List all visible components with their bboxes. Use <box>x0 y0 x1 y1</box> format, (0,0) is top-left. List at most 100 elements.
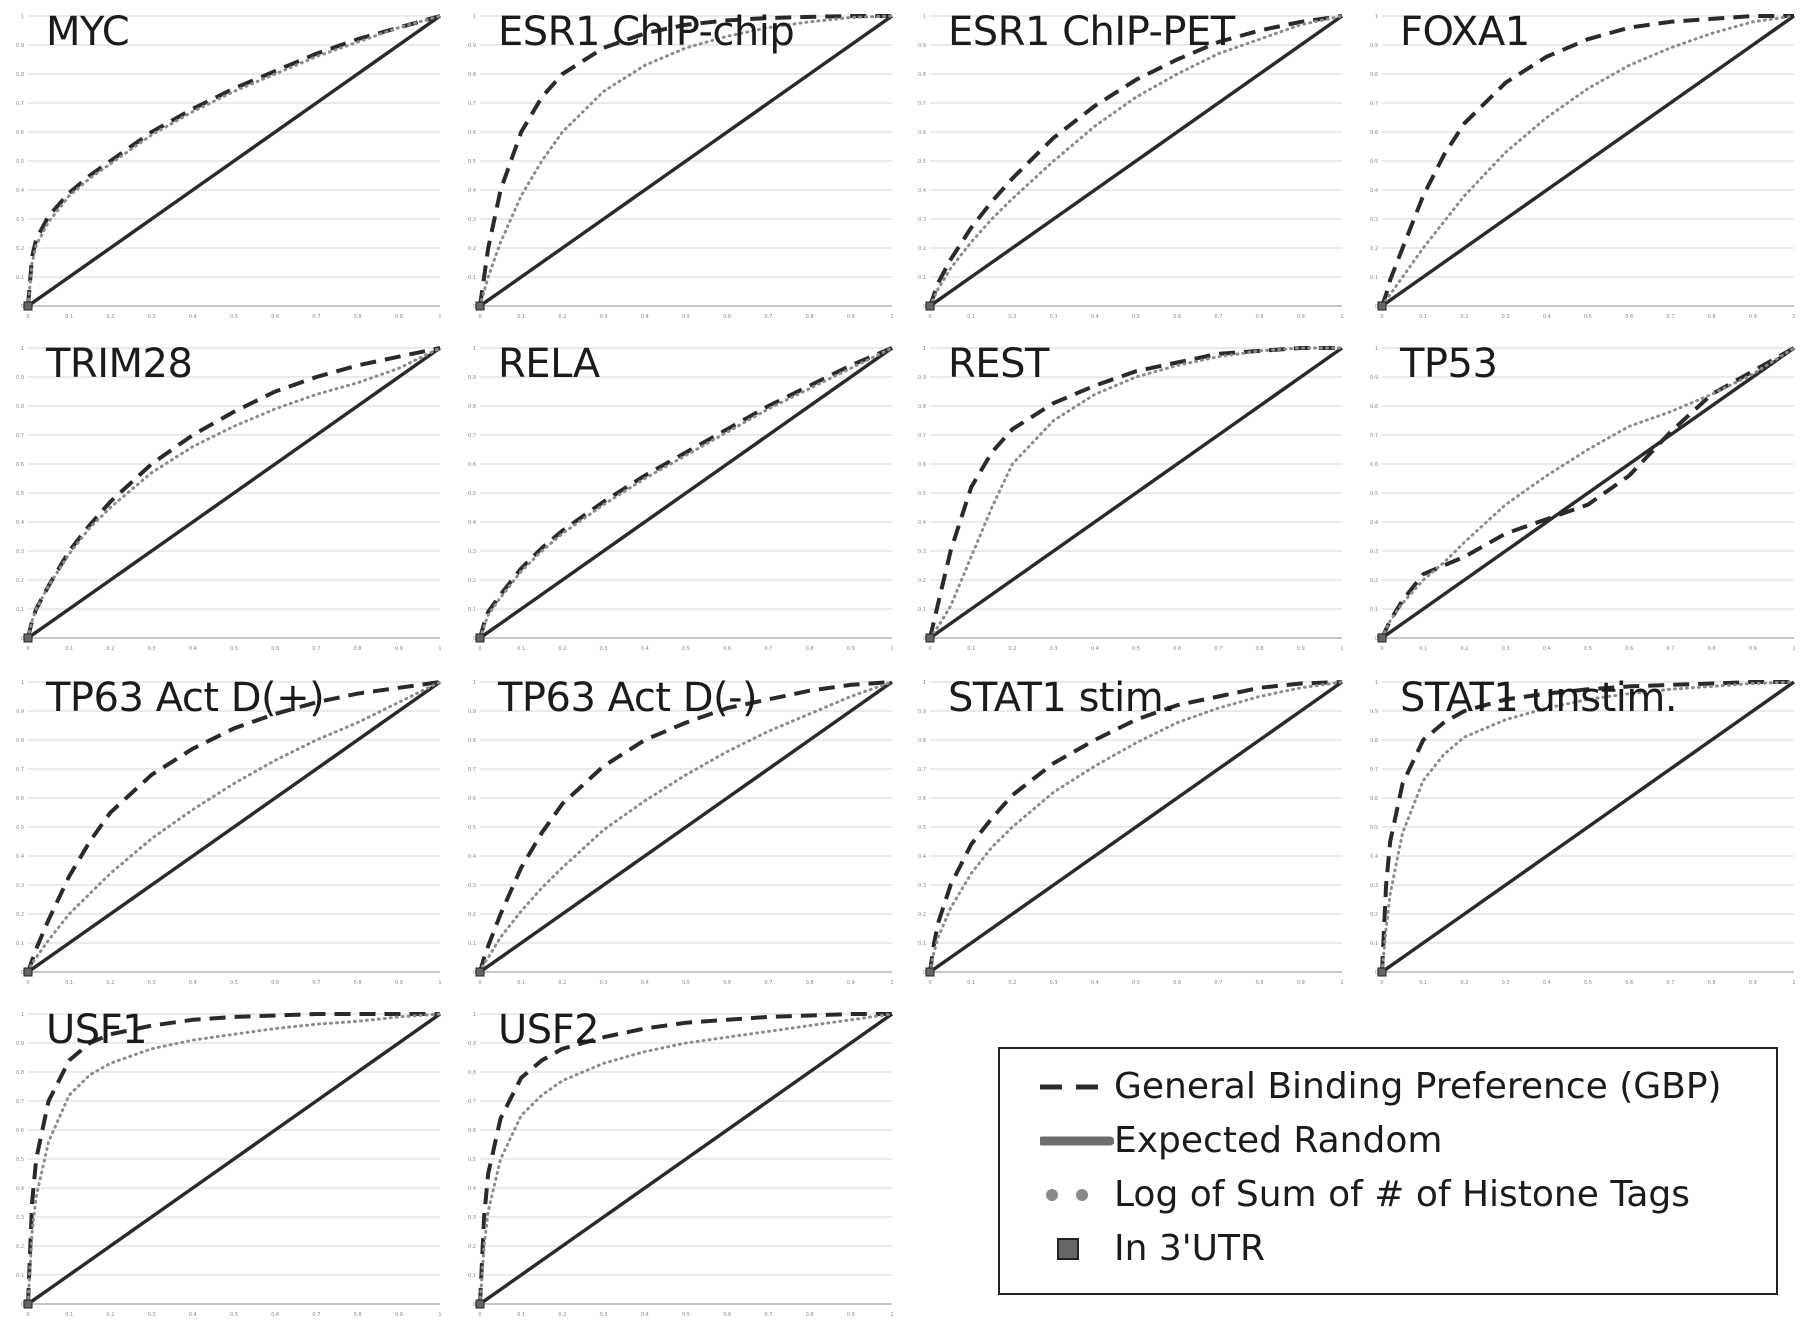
x-tick-label: 0.9 <box>847 314 855 320</box>
x-tick-label: 0.8 <box>806 1312 814 1318</box>
chart-svg: 00 0.1 0.1 0.2 0.2 0.3 0.3 0.4 0.4 0.5 0.5 0.6 0.6 0.… <box>16 1012 442 1318</box>
x-tick-label: 0.7 <box>764 314 772 320</box>
legend-solid-line-symbol <box>1040 1136 1114 1146</box>
x-tick-label: 1 <box>890 1312 893 1318</box>
series-line-gbp <box>478 680 893 973</box>
panel-title: MYC <box>46 9 130 55</box>
series-line-gbp <box>928 14 1343 307</box>
x-tick-label: 0.1 <box>1419 980 1427 986</box>
x-tick-label: 0 <box>478 1312 481 1318</box>
x-tick-label: 0.5 <box>1132 314 1140 320</box>
chart-panel: 0 0 0.1 0.1 0.2 0.2 0.3 0.3 0.4 0.4 0.5 0.5 0.6 0.6 0.… <box>10 1004 450 1324</box>
y-tick-label: 0.1 <box>16 607 24 613</box>
panel-title: TRIM28 <box>46 341 193 387</box>
x-tick-label: 1 <box>1792 980 1795 986</box>
x-tick-label: 0.5 <box>230 980 238 986</box>
series-line-histone-tags <box>478 680 894 974</box>
y-tick-label: 0.7 <box>918 767 926 773</box>
y-tick-label: 0.7 <box>16 101 24 107</box>
x-tick-label: 0.3 <box>600 314 608 320</box>
x-tick-label: 0.8 <box>806 646 814 652</box>
x-tick-label: 0 <box>478 314 481 320</box>
series-line-histone-tags <box>928 14 1344 308</box>
y-tick-label: 0.9 <box>468 43 476 49</box>
panel-title: USF2 <box>498 1007 600 1053</box>
y-tick-label: 1 <box>21 680 24 686</box>
chart-svg: 00 0.1 0.1 0.2 0.2 0.3 0.3 0.4 0.4 0.5 0.5 0.6 0.6 0.… <box>468 1012 894 1318</box>
x-tick-label: 0.8 <box>354 314 362 320</box>
x-tick-label: 0.3 <box>148 980 156 986</box>
series-line-gbp <box>928 346 1342 639</box>
panel-title: FOXA1 <box>1400 9 1530 55</box>
y-tick-label: 0.5 <box>918 159 926 165</box>
chart-panel: 0 0 0.1 0.1 0.2 0.2 0.3 0.3 0.4 0.4 0.5 0.5 0.6 0.6 0.… <box>462 338 902 658</box>
y-tick-label: 0.1 <box>468 607 476 613</box>
x-tick-label: 0.4 <box>189 314 197 320</box>
y-tick-label: 0 <box>923 636 926 642</box>
y-tick-label: 0 <box>21 970 24 976</box>
series-line-gbp <box>26 1012 440 1305</box>
x-tick-label: 0.7 <box>1214 646 1222 652</box>
x-tick-label: 0.8 <box>1708 646 1716 652</box>
y-tick-label: 0.5 <box>918 825 926 831</box>
series-line-histone-tags <box>26 1012 442 1306</box>
chart-svg: 00 0.1 0.1 0.2 0.2 0.3 0.3 0.4 0.4 0.5 0.5 0.6 0.6 0.… <box>1370 346 1796 652</box>
series-line-gbp <box>478 346 893 639</box>
y-tick-label: 1 <box>21 1012 24 1018</box>
x-tick-label: 0.7 <box>764 1312 772 1318</box>
utr-marker <box>23 633 33 643</box>
x-tick-label: 0.2 <box>558 1312 566 1318</box>
y-tick-label: 0.7 <box>468 433 476 439</box>
series-line-histone-tags <box>26 14 442 308</box>
y-tick-label: 0.1 <box>1370 941 1378 947</box>
x-tick-label: 0.4 <box>641 980 649 986</box>
x-tick-label: 0.2 <box>1460 314 1468 320</box>
y-tick-label: 0.6 <box>468 796 476 802</box>
series-line-gbp <box>478 1012 892 1305</box>
x-tick-label: 0.2 <box>1008 980 1016 986</box>
y-tick-label: 1 <box>1375 14 1378 20</box>
x-tick-label: 0.4 <box>1543 314 1551 320</box>
x-tick-label: 0.9 <box>395 646 403 652</box>
y-tick-label: 1 <box>21 14 24 20</box>
x-tick-label: 0.6 <box>1625 980 1633 986</box>
y-tick-label: 0.4 <box>468 188 476 194</box>
x-tick-label: 1 <box>438 314 441 320</box>
x-tick-label: 0.8 <box>1708 980 1716 986</box>
y-tick-label: 0.2 <box>918 578 926 584</box>
x-tick-label: 0 <box>26 314 29 320</box>
y-tick-label: 0.8 <box>918 738 926 744</box>
chart-svg: 00 0.1 0.1 0.2 0.2 0.3 0.3 0.4 0.4 0.5 0.5 0.6 0.6 0.… <box>468 14 894 320</box>
y-tick-label: 0.1 <box>918 607 926 613</box>
x-tick-label: 0.3 <box>600 646 608 652</box>
x-tick-label: 0 <box>26 980 29 986</box>
y-tick-label: 0.4 <box>16 854 24 860</box>
x-tick-label: 0.5 <box>230 646 238 652</box>
chart-panel: 0 0 0.1 0.1 0.2 0.2 0.3 0.3 0.4 0.4 0.5 0.5 0.6 0.6 0.… <box>1364 6 1800 326</box>
x-tick-label: 0.1 <box>517 1312 525 1318</box>
y-tick-label: 0.6 <box>1370 462 1378 468</box>
series-line-histone-tags <box>26 346 442 640</box>
x-tick-label: 0.7 <box>312 980 320 986</box>
series-line-gbp <box>26 346 441 639</box>
series-line-expected-random <box>26 14 442 308</box>
y-tick-label: 0.9 <box>918 709 926 715</box>
series-line-expected-random <box>26 1012 442 1306</box>
x-tick-label: 0.5 <box>1132 646 1140 652</box>
x-tick-label: 0.9 <box>395 314 403 320</box>
utr-marker <box>23 967 33 977</box>
y-tick-label: 0.3 <box>16 883 24 889</box>
y-tick-label: 0.4 <box>918 188 926 194</box>
x-tick-label: 0.1 <box>967 314 975 320</box>
y-tick-label: 0.4 <box>16 1186 24 1192</box>
series-line-gbp <box>26 680 441 973</box>
y-tick-label: 0.6 <box>16 1128 24 1134</box>
x-tick-label: 0.3 <box>600 980 608 986</box>
x-tick-label: 0 <box>928 980 931 986</box>
series-line-expected-random <box>26 680 442 974</box>
y-tick-label: 1 <box>473 14 476 20</box>
legend-item-3utr: In 3'UTR <box>1000 1219 1776 1279</box>
panel-title: STAT1 stim. <box>948 675 1176 721</box>
x-tick-label: 0.5 <box>1584 980 1592 986</box>
series-line-histone-tags <box>1380 14 1796 308</box>
